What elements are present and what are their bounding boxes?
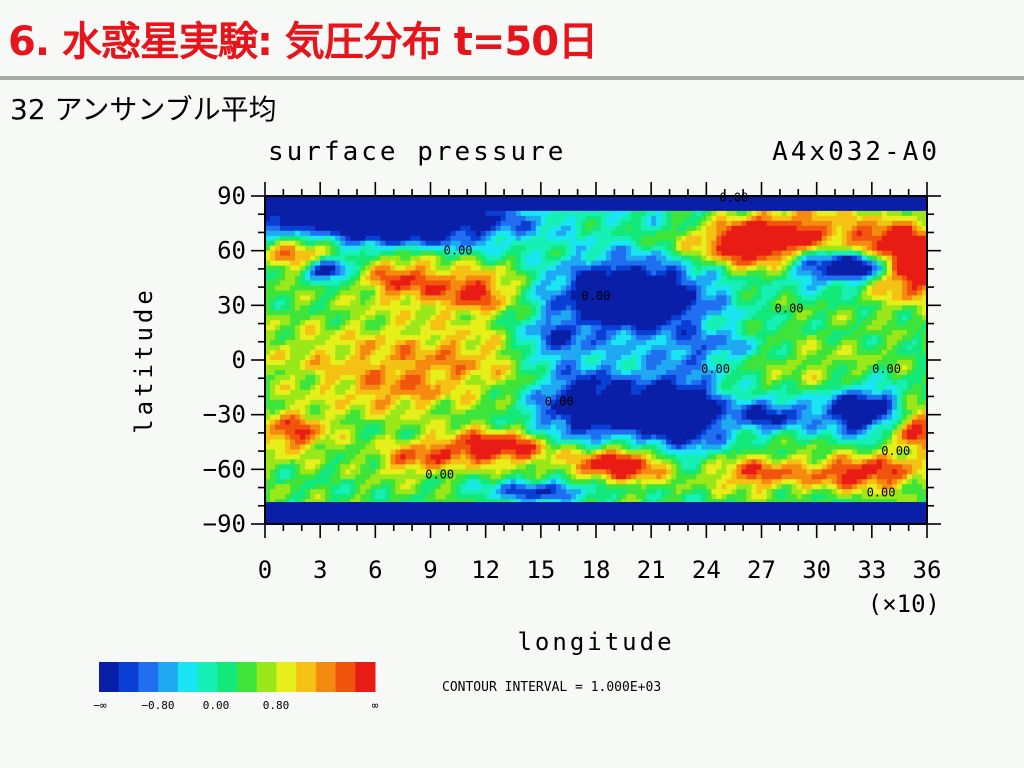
x-tick-label: 21 xyxy=(637,556,666,584)
y-tick-label: −90 xyxy=(203,510,246,538)
y-tick-label: −30 xyxy=(203,401,246,429)
contour-interval-label: CONTOUR INTERVAL = 1.000E+03 xyxy=(442,680,661,695)
colorbar-swatch xyxy=(315,662,337,692)
colorbar-swatch xyxy=(197,662,218,692)
contour-labels: 0.00 0.00 0.00 0.00 0.00 0.00 0.00 0.00 0.00 0.00 xyxy=(425,190,910,499)
contour-label: 0.00 xyxy=(582,289,611,303)
colorbar-swatch xyxy=(99,662,120,692)
contour-label: 0.00 xyxy=(701,362,730,376)
colorbar-labels: −∞ −0.80 0.00 0.80 ∞ xyxy=(93,699,378,712)
y-tick-labels: 90 60 30 0 −30 −60 −90 xyxy=(203,182,246,538)
chart-title: surface pressure xyxy=(268,137,566,167)
x-tick-label: 3 xyxy=(313,556,327,584)
slide-subtitle: 32 アンサンブル平均 xyxy=(10,93,277,126)
colorbar-swatch xyxy=(217,662,238,692)
colorbar-swatch xyxy=(256,662,277,692)
x-multiplier-label: (×10) xyxy=(868,590,940,618)
colorbar-swatch xyxy=(296,662,317,692)
run-label: A4x032-A0 xyxy=(772,137,940,167)
colorbar-swatch xyxy=(276,662,297,692)
x-tick-label: 6 xyxy=(368,556,382,584)
x-tick-label: 30 xyxy=(802,556,831,584)
title-divider xyxy=(0,76,1024,80)
contour-label: 0.00 xyxy=(881,444,910,458)
axis-ticks xyxy=(251,182,941,538)
x-tick-label: 24 xyxy=(692,556,721,584)
x-axis-label: longitude xyxy=(517,628,674,656)
x-tick-label: 12 xyxy=(471,556,500,584)
contour-label: 0.00 xyxy=(444,243,473,257)
colorbar-swatch xyxy=(355,662,376,692)
x-tick-label: 33 xyxy=(857,556,886,584)
contour-label: 0.00 xyxy=(719,190,748,204)
y-tick-label: 30 xyxy=(217,291,246,319)
colorbar xyxy=(99,662,376,692)
x-tick-label: 9 xyxy=(423,556,437,584)
y-tick-label: 60 xyxy=(217,237,246,265)
x-tick-labels: 0 3 6 9 12 15 18 21 24 27 30 33 36 xyxy=(258,556,942,584)
colorbar-swatch xyxy=(138,662,159,692)
x-tick-label: 36 xyxy=(913,556,942,584)
contour-label: 0.00 xyxy=(425,467,454,481)
contour-label: 0.00 xyxy=(872,362,901,376)
y-tick-label: 90 xyxy=(217,182,246,210)
y-tick-label: −60 xyxy=(203,455,246,483)
x-tick-label: 0 xyxy=(258,556,272,584)
colorbar-label: 0.00 xyxy=(203,699,230,712)
colorbar-swatch xyxy=(335,662,356,692)
contour-label: 0.00 xyxy=(545,395,574,409)
colorbar-swatch xyxy=(237,662,258,692)
colorbar-label: 0.80 xyxy=(263,699,290,712)
colorbar-label: ∞ xyxy=(372,699,379,712)
heatmap-field xyxy=(265,196,927,524)
contour-label: 0.00 xyxy=(775,302,804,316)
y-axis-label: latitude xyxy=(130,286,158,434)
colorbar-label: −0.80 xyxy=(141,699,174,712)
x-tick-label: 15 xyxy=(526,556,555,584)
x-tick-label: 18 xyxy=(582,556,611,584)
y-tick-label: 0 xyxy=(232,346,246,374)
slide-title: 6. 水惑星実験: 気圧分布 t=50日 xyxy=(8,19,598,65)
colorbar-label: −∞ xyxy=(93,699,107,712)
contour-label: 0.00 xyxy=(867,486,896,500)
colorbar-swatch xyxy=(158,662,179,692)
x-tick-label: 27 xyxy=(747,556,776,584)
colorbar-swatch xyxy=(177,662,199,692)
colorbar-swatch xyxy=(118,662,139,692)
